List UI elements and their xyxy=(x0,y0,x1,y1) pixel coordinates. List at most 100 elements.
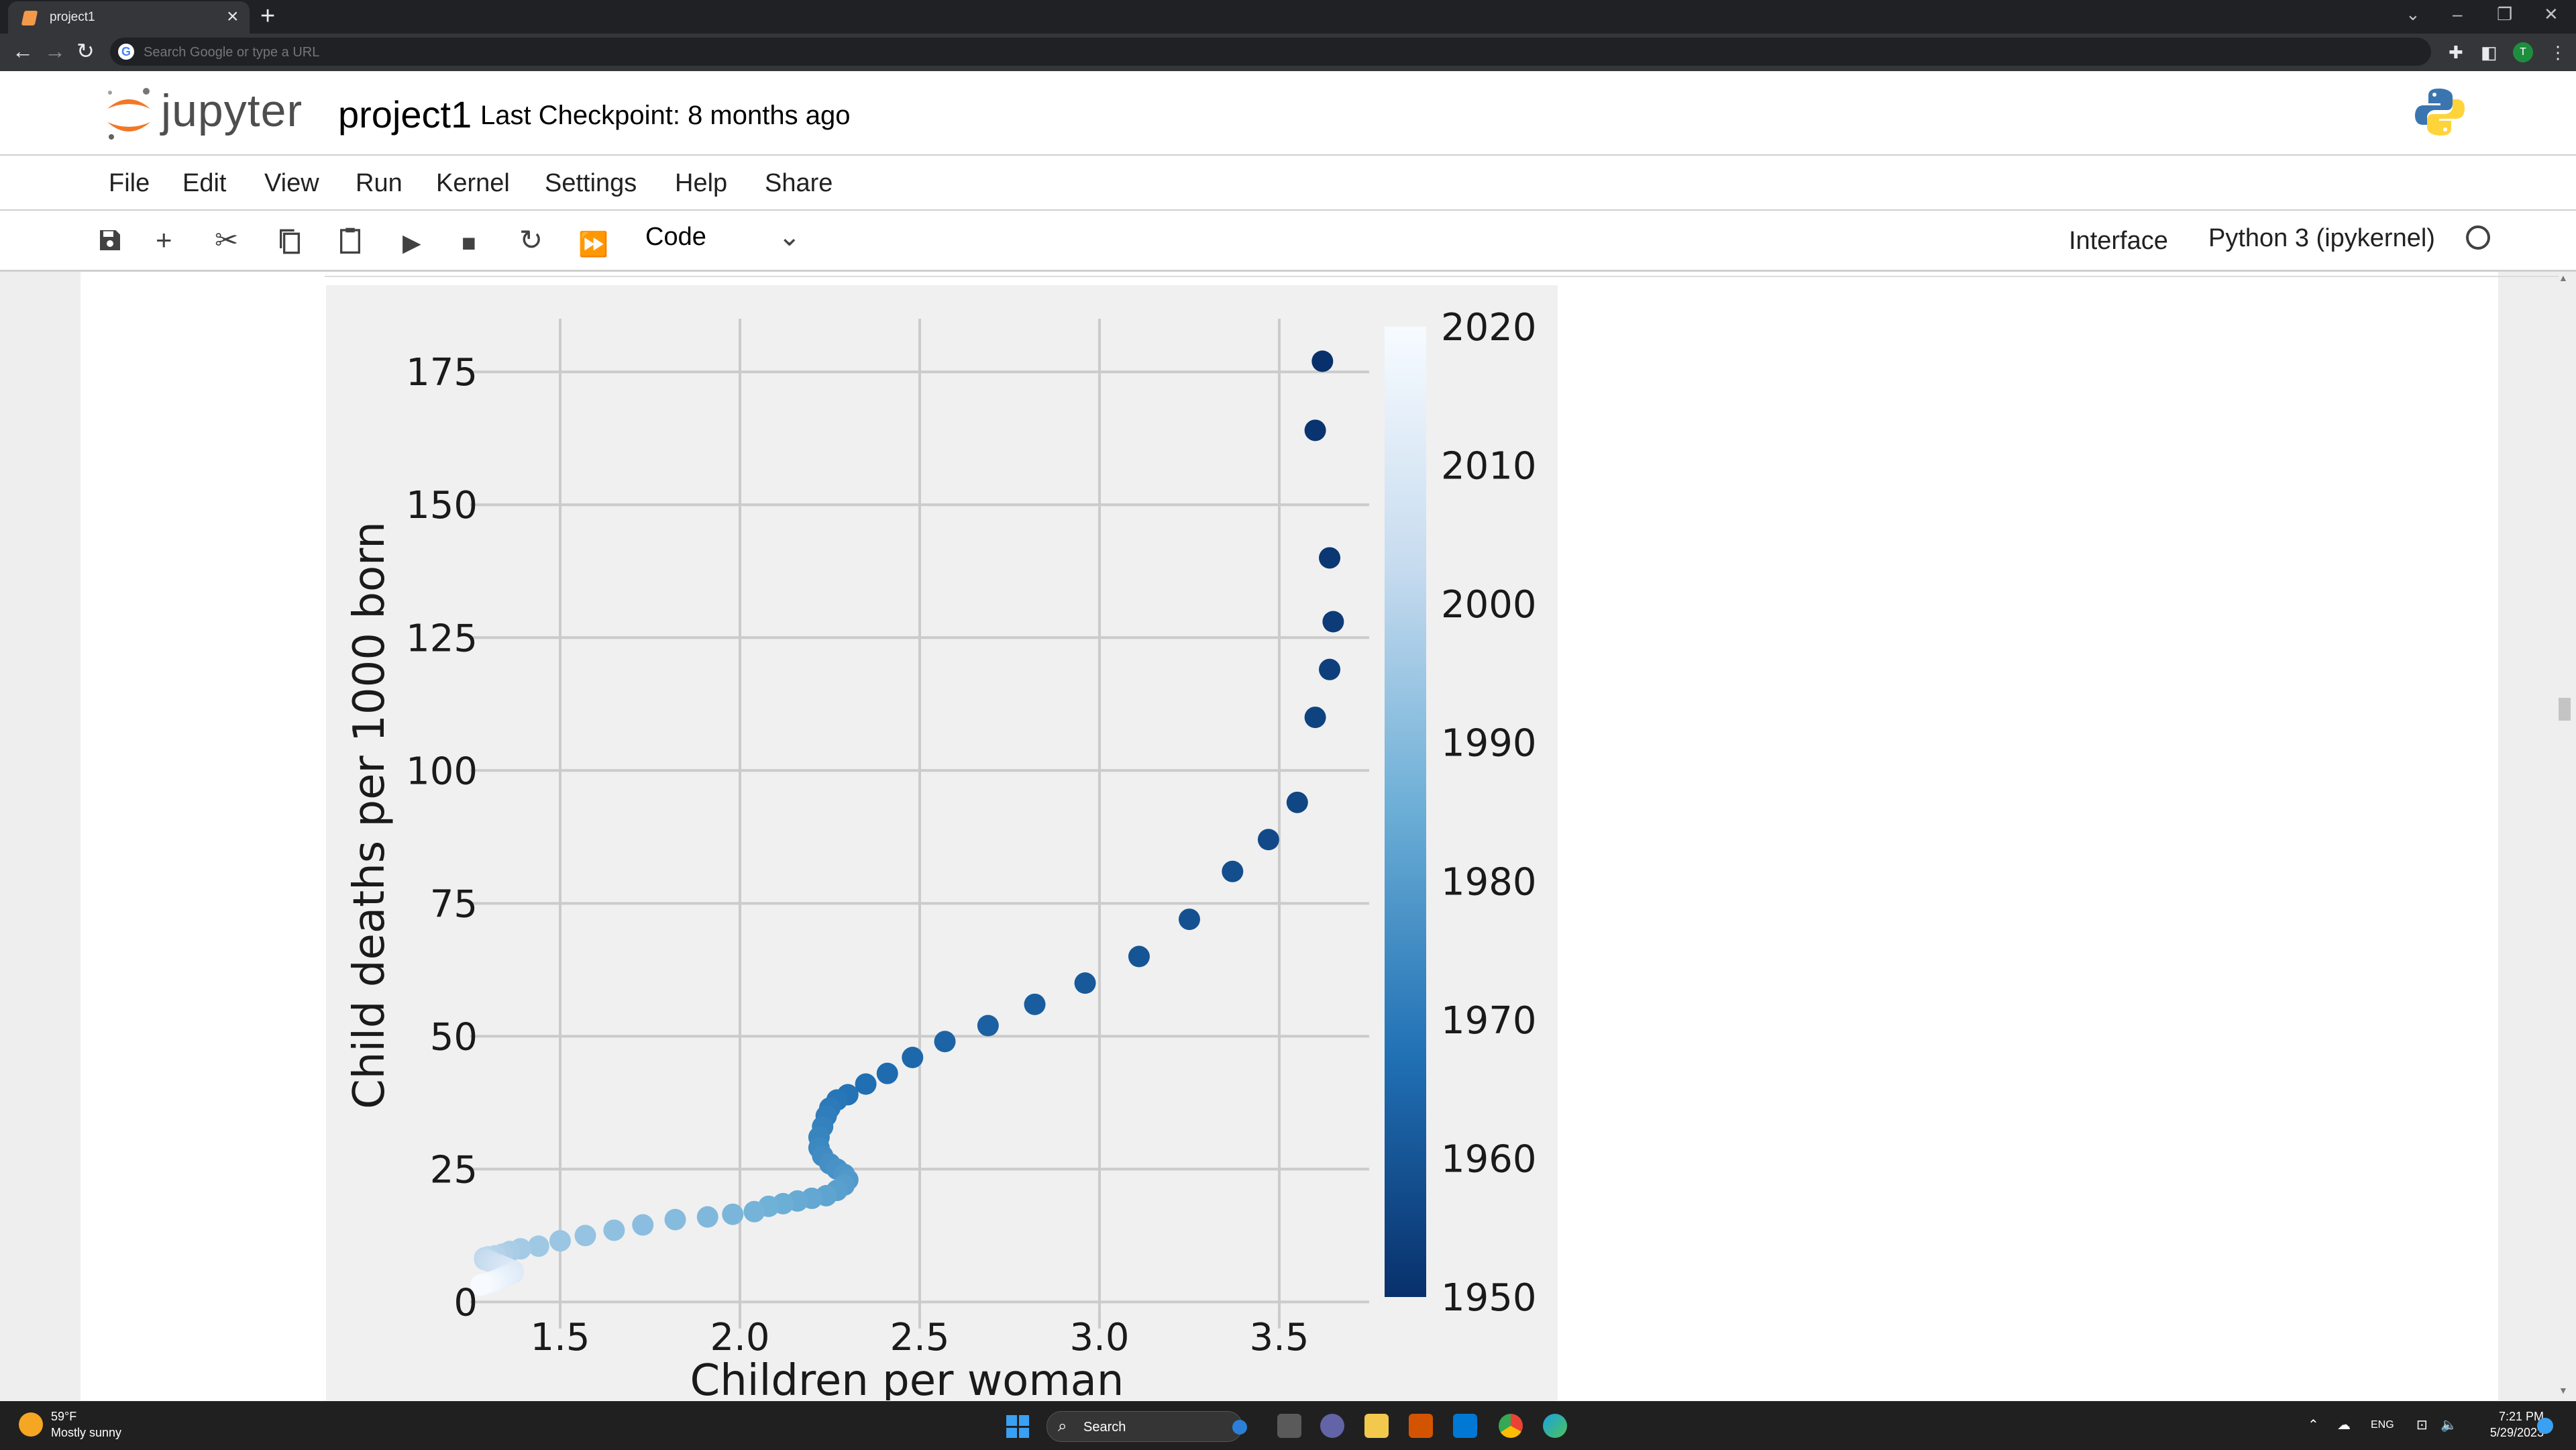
profile-avatar[interactable]: T xyxy=(2513,42,2533,62)
teams-chat-icon[interactable] xyxy=(1320,1414,1344,1438)
tray-overflow-icon[interactable]: ⌃ xyxy=(2308,1418,2319,1433)
data-point xyxy=(1257,829,1279,851)
restore-icon[interactable]: ❐ xyxy=(2497,4,2513,24)
save-icon[interactable] xyxy=(97,227,123,254)
task-view-icon[interactable] xyxy=(1277,1414,1301,1438)
volume-icon[interactable]: 🔈 xyxy=(2440,1418,2457,1433)
menu-kernel[interactable]: Kernel xyxy=(436,169,510,197)
omnibox[interactable]: G xyxy=(110,38,2431,66)
jupyter-logo-icon[interactable] xyxy=(102,83,156,144)
stop-icon[interactable]: ■ xyxy=(462,229,476,256)
data-point xyxy=(902,1047,924,1069)
colorbar-tick-label: 2020 xyxy=(1441,306,1537,350)
data-point xyxy=(1074,972,1096,994)
python-kernel-logo-icon xyxy=(2415,89,2465,136)
scatter-chart: 1.5 2.0 2.5 3.0 3.5 0 25 50 75 100 125 150 175 Chil… xyxy=(345,306,1537,1406)
browser-tab[interactable]: project1 × xyxy=(8,1,250,34)
notebook-title[interactable]: project1 xyxy=(338,93,472,136)
colorbar-tick-label: 2010 xyxy=(1441,445,1537,488)
reload-icon[interactable]: ↻ xyxy=(76,39,95,63)
close-tab-icon[interactable]: × xyxy=(227,5,239,28)
colorbar-ticks: 1950 1960 1970 1980 1990 2000 2010 2020 xyxy=(1441,306,1537,1320)
windows-start-icon[interactable] xyxy=(1006,1415,1029,1438)
back-icon[interactable]: ← xyxy=(12,39,34,63)
data-point xyxy=(470,1274,492,1296)
notification-icon[interactable] xyxy=(2537,1418,2553,1434)
cell-type-dropdown[interactable]: Code xyxy=(645,223,706,251)
microsoft-store-icon[interactable] xyxy=(1409,1414,1433,1438)
kernel-status-icon xyxy=(2466,225,2490,250)
file-explorer-icon[interactable] xyxy=(1364,1414,1389,1438)
y-axis-label: Child deaths per 1000 born xyxy=(345,521,394,1109)
omnibox-input[interactable] xyxy=(142,41,2412,64)
network-icon[interactable]: ⊡ xyxy=(2416,1418,2428,1433)
menu-settings[interactable]: Settings xyxy=(545,169,637,197)
scroll-up-icon[interactable]: ▲ xyxy=(2559,272,2568,283)
data-point xyxy=(1222,860,1244,882)
bing-icon xyxy=(1232,1420,1247,1435)
copy-icon[interactable] xyxy=(276,227,303,256)
fast-forward-icon[interactable]: ⏩ xyxy=(578,230,608,258)
y-tick-label: 50 xyxy=(430,1015,478,1059)
new-tab-icon[interactable]: + xyxy=(260,2,276,30)
close-window-icon[interactable]: ✕ xyxy=(2544,4,2559,24)
y-tick-label: 25 xyxy=(430,1148,478,1192)
data-point xyxy=(632,1214,654,1236)
clock-date[interactable]: 5/29/2023 xyxy=(2489,1426,2544,1439)
page-scrollbar-thumb[interactable] xyxy=(2559,698,2571,721)
weather-temperature[interactable]: 59°F xyxy=(51,1410,77,1423)
forward-icon[interactable]: → xyxy=(44,39,66,63)
tab-search-chevron-icon[interactable]: ⌄ xyxy=(2406,4,2420,24)
x-tick-label: 2.5 xyxy=(890,1316,949,1359)
browser-address-bar: ← → ↻ G ✚ ◧ T ⋮ xyxy=(0,34,2576,71)
data-point xyxy=(855,1073,877,1095)
menu-help[interactable]: Help xyxy=(675,169,728,197)
data-point xyxy=(1319,547,1341,569)
extensions-icon[interactable]: ✚ xyxy=(2449,42,2463,62)
chrome-icon[interactable] xyxy=(1499,1414,1523,1438)
play-icon[interactable]: ▶ xyxy=(402,229,421,256)
data-point xyxy=(977,1015,999,1037)
clock-time[interactable]: 7:21 PM xyxy=(2498,1410,2544,1423)
notebook-area: 1.5 2.0 2.5 3.0 3.5 0 25 50 75 100 125 150 175 Chil… xyxy=(0,272,2576,1406)
colorbar-tick-label: 1950 xyxy=(1441,1276,1537,1320)
data-point xyxy=(876,1062,898,1084)
data-point xyxy=(934,1031,956,1053)
data-point xyxy=(696,1206,718,1228)
chevron-down-icon[interactable]: ⌄ xyxy=(778,222,801,252)
y-axis-ticks: 0 25 50 75 100 125 150 175 xyxy=(406,351,478,1325)
interface-switcher[interactable]: Interface xyxy=(2069,227,2168,255)
refresh-icon[interactable]: ↻ xyxy=(519,224,543,256)
menu-edit[interactable]: Edit xyxy=(182,169,227,197)
menu-file[interactable]: File xyxy=(109,169,150,197)
kernel-name[interactable]: Python 3 (ipykernel) xyxy=(2208,224,2435,252)
scroll-down-icon[interactable]: ▼ xyxy=(2559,1385,2568,1396)
weather-sun-icon[interactable] xyxy=(19,1412,43,1437)
colorbar-tick-label: 2000 xyxy=(1441,583,1537,627)
data-point xyxy=(1024,993,1046,1015)
menu-share[interactable]: Share xyxy=(765,169,833,197)
y-tick-label: 125 xyxy=(406,617,478,660)
data-point xyxy=(1128,945,1150,968)
side-panel-icon[interactable]: ◧ xyxy=(2481,42,2498,62)
vscode-icon[interactable] xyxy=(1453,1414,1477,1438)
x-tick-label: 3.5 xyxy=(1249,1316,1309,1359)
taskbar-search[interactable]: ⌕ Search xyxy=(1046,1411,1247,1442)
language-indicator[interactable]: ENG xyxy=(2371,1419,2394,1431)
jupyter-favicon-icon xyxy=(21,11,38,25)
x-tick-label: 2.0 xyxy=(710,1316,769,1359)
browser-menu-icon[interactable]: ⋮ xyxy=(2549,42,2567,62)
menu-run[interactable]: Run xyxy=(356,169,402,197)
onedrive-icon[interactable]: ☁ xyxy=(2337,1418,2351,1433)
scissors-icon[interactable]: ✂ xyxy=(215,224,239,256)
weather-description[interactable]: Mostly sunny xyxy=(51,1426,122,1439)
data-point xyxy=(1286,791,1308,813)
paste-icon[interactable] xyxy=(337,225,364,255)
jupyter-wordmark: jupyter xyxy=(161,85,303,136)
data-point xyxy=(1304,707,1326,729)
edge-icon[interactable] xyxy=(1543,1414,1567,1438)
minimize-icon[interactable]: – xyxy=(2453,4,2463,24)
menu-bar: File Edit View Run Kernel Settings Help … xyxy=(0,156,2576,211)
plus-icon[interactable]: + xyxy=(156,224,172,256)
menu-view[interactable]: View xyxy=(264,169,319,197)
